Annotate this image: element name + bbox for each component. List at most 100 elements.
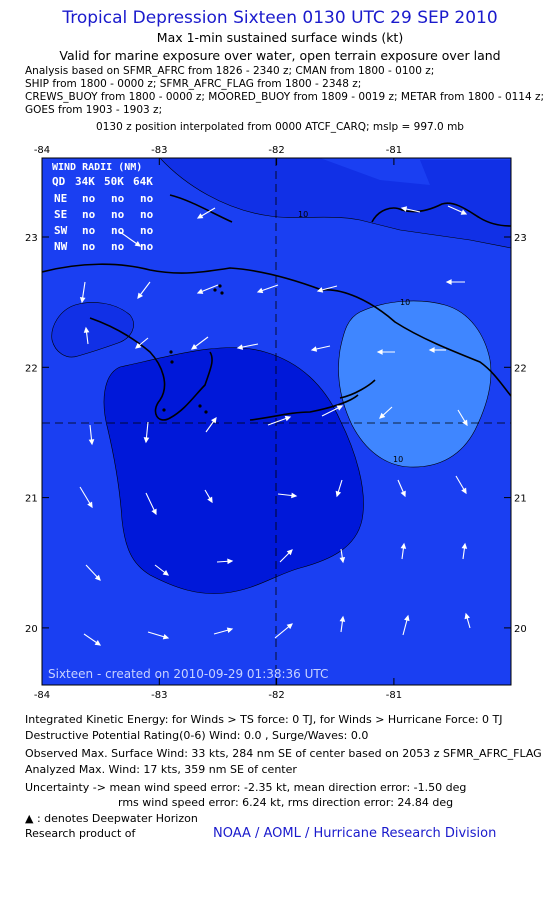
islet-dot [213, 288, 217, 292]
wind-arrow-head [256, 287, 264, 294]
wind-arrow-head [151, 508, 157, 516]
wind-analysis-map: 10 10 10 WIND RADII (NM) QD 34K 50K 64K … [25, 145, 527, 700]
lon-label: -81 [386, 145, 402, 156]
wind-radii-cell: no [82, 240, 96, 253]
wind-radii-cell: SE [54, 208, 67, 221]
wind-radii-cell: no [111, 224, 125, 237]
wind-arrow-head [335, 490, 342, 498]
dpr-line: Destructive Potential Rating(0-6) Wind: … [25, 729, 369, 742]
wind-arrow [400, 542, 407, 560]
contour-line [51, 302, 134, 358]
wind-arrow [205, 416, 217, 433]
wind-arrow [397, 479, 406, 498]
wind-radii-header: 64K [133, 175, 153, 188]
wind-arrow-head [162, 569, 170, 576]
analysis-line: Analysis based on SFMR_AFRC from 1826 - … [25, 65, 435, 77]
wind-arrow [400, 206, 421, 213]
wind-arrow-head [445, 279, 452, 285]
wind-arrow-head [428, 347, 435, 353]
islet-dot [162, 408, 166, 412]
wind-arrow-head [196, 213, 204, 219]
wind-radii-cell: no [82, 192, 96, 205]
wind-radii-header: 34K [75, 175, 95, 188]
cuba-coastline [42, 263, 511, 397]
lat-label: 22 [514, 363, 527, 374]
wind-arrow-head [134, 241, 142, 247]
analysis-line: GOES from 1903 - 1903 z; [25, 104, 163, 116]
wind-radii-cell: no [140, 224, 154, 237]
lat-label: 23 [25, 233, 38, 244]
wind-radii-header: QD [52, 175, 66, 188]
wind-arrow [316, 285, 338, 293]
wind-arrow-head [143, 437, 150, 444]
wind-arrow-head [87, 501, 93, 509]
lat-label: 21 [25, 494, 38, 505]
wind-arrow-head [339, 557, 346, 564]
wind-arrow [190, 336, 209, 350]
lat-label: 22 [25, 363, 38, 374]
wind-arrow-head [94, 574, 101, 581]
wind-arrow-head [400, 542, 407, 549]
islet-dot [220, 291, 224, 295]
lon-label: -84 [34, 690, 50, 700]
map-title: Tropical Depression Sixteen 0130 UTC 29 … [62, 8, 498, 28]
wind-arrow [428, 347, 446, 353]
contour-line [159, 158, 511, 249]
wind-contours [51, 158, 511, 594]
axis-labels: -84 -84 -83 -83 -82 -82 -81 -81 23 23 22 22 21 21 20 20 [25, 145, 527, 700]
islet-dot [218, 284, 222, 288]
wind-arrow-head [227, 558, 234, 565]
deepwater-horizon-icon: ▲ [25, 812, 34, 825]
lat-label: 20 [514, 624, 527, 635]
wind-arrow [339, 548, 346, 564]
wind-radii-cell: no [111, 240, 125, 253]
wind-arrow [79, 486, 93, 509]
map-subtitle: Max 1-min sustained surface winds (kt) [156, 30, 404, 45]
uncertainty-line-2: rms wind speed error: 6.24 kt, rms direc… [118, 796, 454, 809]
wind-radii-cell: no [140, 192, 154, 205]
wind-arrow [339, 615, 346, 633]
islet-dot [170, 360, 174, 364]
research-label: Research product of [25, 827, 136, 840]
wind-arrow [143, 421, 150, 444]
lon-label: -83 [151, 690, 167, 700]
observed-max-line: Observed Max. Surface Wind: 33 kts, 284 … [25, 747, 542, 760]
islet-dot [198, 404, 202, 408]
wind-arrow [321, 405, 344, 417]
wind-arrow-head [310, 346, 318, 352]
wind-arrow-head [286, 549, 293, 556]
wind-arrow-head [404, 614, 410, 622]
wind-arrow-head [316, 287, 324, 293]
wind-arrow [119, 231, 142, 247]
wind-arrow [79, 281, 86, 304]
wind-arrow-head [88, 439, 95, 446]
wind-arrow [256, 284, 279, 294]
wind-arrow-head [461, 487, 467, 495]
analysis-line: CREWS_BUOY from 1800 - 0000 z; MOORED_BU… [25, 91, 545, 103]
islet-dot [204, 410, 208, 414]
wind-arrow-head [286, 623, 293, 630]
wind-arrow [213, 627, 234, 635]
wind-radii-cell: NW [54, 240, 68, 253]
wind-arrow-head [135, 342, 142, 349]
wind-arrow-head [400, 490, 406, 498]
wind-arrow [274, 623, 293, 639]
wind-radii-title: WIND RADII (NM) [52, 162, 142, 173]
wind-arrow-head [94, 640, 102, 646]
wind-radii-cell: no [82, 224, 96, 237]
axis-ticks [41, 158, 511, 685]
wind-arrow [88, 424, 95, 446]
wind-arrow-head [137, 292, 144, 300]
coastline [42, 194, 511, 421]
wind-vectors [79, 205, 471, 646]
north-shore-segment [169, 194, 233, 223]
wind-radii-cell: SW [54, 224, 68, 237]
wind-arrow-head [207, 496, 213, 504]
wind-radii-cell: no [140, 208, 154, 221]
lon-label: -83 [151, 145, 167, 156]
wind-arrow [376, 349, 395, 355]
creation-timestamp: Sixteen - created on 2010-09-29 01:38:36… [48, 667, 328, 681]
lat-label: 23 [514, 233, 527, 244]
wind-arrow-head [291, 492, 298, 499]
wind-radii-cell: no [111, 208, 125, 221]
